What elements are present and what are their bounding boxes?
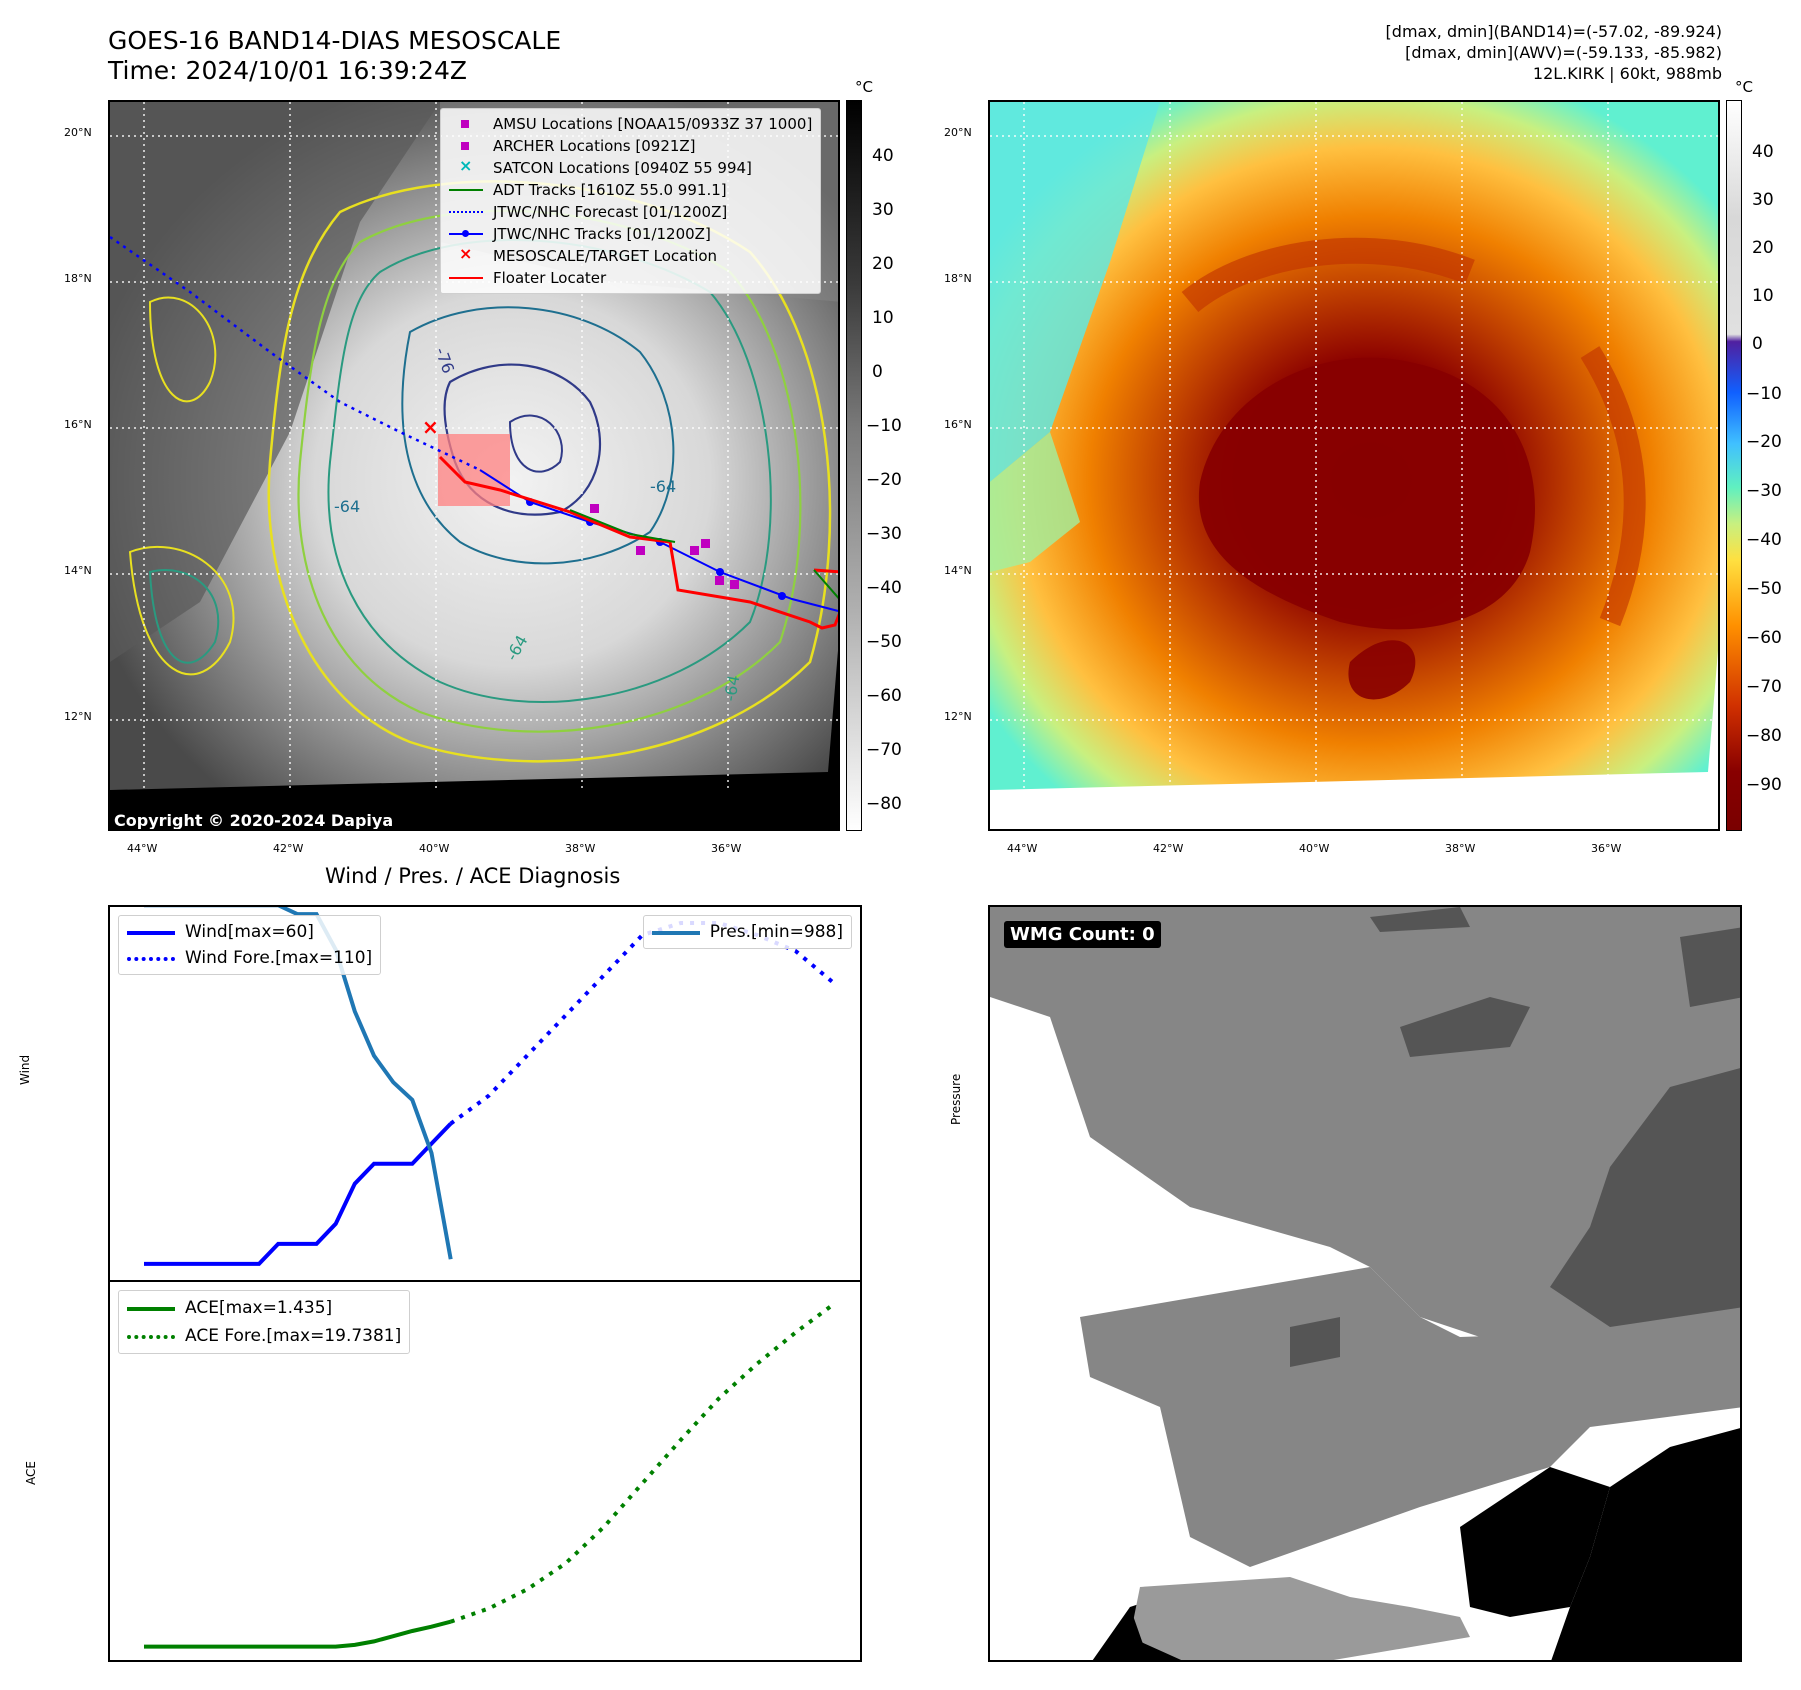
lon-label: 40°W — [419, 842, 450, 855]
diagnosis-title: Wind / Pres. / ACE Diagnosis — [325, 864, 621, 888]
ir-grayscale-map: -76 -64 -64 -64 -64 × Copyrig — [108, 100, 840, 831]
pressure-axis-label: Pressure — [949, 1073, 963, 1125]
legend-item: Wind[max=60] — [127, 919, 372, 945]
wmg-count-badge: WMG Count: 0 — [1004, 921, 1161, 948]
legend-item: × SATCON Locations [0940Z 55 994] — [459, 156, 752, 177]
gray-cbar-tick: −50 — [866, 632, 902, 652]
legend-item: JTWC/NHC Tracks [01/1200Z] — [449, 223, 812, 245]
gray-cbar-tick: 20 — [872, 254, 894, 274]
color-cbar-tick: 30 — [1752, 190, 1774, 210]
lat-label: 14°N — [64, 564, 92, 577]
color-cbar-tick: −40 — [1746, 530, 1782, 550]
ace-axis-label: ACE — [24, 1461, 38, 1485]
legend-item: Wind Fore.[max=110] — [127, 945, 372, 971]
wind-axis-label: Wind — [18, 1054, 32, 1085]
ir-color-map — [988, 100, 1720, 831]
legend-item: ACE[max=1.435] — [127, 1294, 401, 1322]
gray-cbar-tick: 30 — [872, 200, 894, 220]
color-cbar-tick: −70 — [1746, 677, 1782, 697]
color-cbar-tick: 40 — [1752, 142, 1774, 162]
gray-cbar-tick: −70 — [866, 740, 902, 760]
lat-label: 18°N — [64, 272, 92, 285]
map-legend: AMSU Locations [NOAA15/0933Z 37 1000] AR… — [440, 108, 822, 294]
lat-label: 16°N — [64, 418, 92, 431]
info-line-1: [dmax, dmin](BAND14)=(-57.02, -89.924) — [1385, 22, 1722, 41]
contour-label: -64 — [334, 497, 360, 516]
info-line-2: [dmax, dmin](AWV)=(-59.133, -85.982) — [1405, 43, 1722, 62]
legend-item: ARCHER Locations [0921Z] — [449, 135, 812, 157]
contour-label: -64 — [720, 674, 743, 703]
color-cbar-tick: −10 — [1746, 384, 1782, 404]
legend-item: JTWC/NHC Forecast [01/1200Z] — [449, 201, 812, 223]
lat-label: 12°N — [64, 710, 92, 723]
gray-cbar-tick: −20 — [866, 470, 902, 490]
lat-label: 16°N — [944, 418, 972, 431]
copyright-text: Copyright © 2020-2024 Dapiya — [114, 811, 393, 830]
lat-label: 20°N — [944, 126, 972, 139]
color-cbar-tick: 20 — [1752, 238, 1774, 258]
legend-item: Floater Locater — [449, 267, 812, 289]
lat-label: 12°N — [944, 710, 972, 723]
legend-item: × MESOSCALE/TARGET Location — [459, 244, 718, 265]
info-line-3: 12L.KIRK | 60kt, 988mb — [1532, 64, 1722, 83]
color-cbar-tick: −20 — [1746, 432, 1782, 452]
color-cbar-tick: −50 — [1746, 579, 1782, 599]
legend-item: ADT Tracks [1610Z 55.0 991.1] — [449, 179, 812, 201]
wind-pres-chart: 100 80 60 40 1007.5 1005.0 1002.5 1000.0 997.5 99… — [108, 905, 862, 1282]
lat-label: 20°N — [64, 126, 92, 139]
forecast-track — [110, 235, 481, 472]
color-map-svg — [990, 102, 1718, 829]
wind-legend: Wind[max=60] Wind Fore.[max=110] — [118, 915, 382, 975]
gray-cbar-tick: −30 — [866, 524, 902, 544]
pres-legend: Pres.[min=988] — [642, 915, 852, 949]
lon-label: 38°W — [1445, 842, 1476, 855]
color-cbar-tick: −80 — [1746, 726, 1782, 746]
gray-cbar-tick: 0 — [872, 362, 883, 382]
lon-label: 42°W — [273, 842, 304, 855]
wmg-panel: WMG Count: 0 — [988, 905, 1742, 1662]
ace-legend: ACE[max=1.435] ACE Fore.[max=19.7381] — [118, 1290, 411, 1354]
lon-label: 36°W — [1591, 842, 1622, 855]
gray-cbar-tick: −40 — [866, 578, 902, 598]
floater-track — [438, 455, 838, 630]
gray-cbar-tick: 40 — [872, 146, 894, 166]
series-line-wind-fore- — [449, 921, 836, 1126]
gray-colorbar-unit: °C — [855, 78, 873, 96]
gray-cbar-tick: −80 — [866, 794, 902, 814]
gray-colorbar — [846, 100, 862, 831]
lat-label: 18°N — [944, 272, 972, 285]
gray-cbar-tick: 10 — [872, 308, 894, 328]
gray-cbar-tick: −10 — [866, 416, 902, 436]
series-line-ace-fore- — [450, 1302, 836, 1624]
ace-svg: 20.017.515.012.510.07.55.02.50.0 — [143, 1302, 836, 1649]
lon-label: 38°W — [565, 842, 596, 855]
floater-box — [438, 434, 510, 506]
title-line-1: GOES-16 BAND14-DIAS MESOSCALE — [108, 26, 562, 55]
lon-label: 44°W — [1007, 842, 1038, 855]
color-cbar-tick: −90 — [1746, 775, 1782, 795]
lat-label: 14°N — [944, 564, 972, 577]
contour-label: -64 — [650, 477, 676, 496]
ace-chart: 20.0 17.5 15.0 12.5 10.0 7.5 5.0 2.5 0.0 ACE[max… — [108, 1280, 862, 1662]
legend-item: ACE Fore.[max=19.7381] — [127, 1322, 401, 1350]
legend-item: AMSU Locations [NOAA15/0933Z 37 1000] — [449, 113, 812, 135]
color-cbar-tick: 0 — [1752, 334, 1763, 354]
wind-pres-svg: 1008060401007.51005.01002.51000.0997.599… — [143, 907, 836, 1266]
series-line-ace — [144, 1619, 452, 1649]
series-line-wind — [144, 1122, 453, 1266]
lon-label: 42°W — [1153, 842, 1184, 855]
color-cbar-tick: 10 — [1752, 286, 1774, 306]
gray-cbar-tick: −60 — [866, 686, 902, 706]
legend-item: Pres.[min=988] — [651, 919, 843, 945]
color-cbar-tick: −30 — [1746, 481, 1782, 501]
target-marker-icon: × — [422, 415, 439, 439]
color-colorbar — [1726, 100, 1742, 831]
lon-label: 40°W — [1299, 842, 1330, 855]
wmg-svg — [990, 907, 1740, 1660]
color-colorbar-unit: °C — [1735, 78, 1753, 96]
title-line-2: Time: 2024/10/01 16:39:24Z — [108, 56, 467, 85]
color-cbar-tick: −60 — [1746, 628, 1782, 648]
lon-label: 36°W — [711, 842, 742, 855]
lon-label: 44°W — [127, 842, 158, 855]
